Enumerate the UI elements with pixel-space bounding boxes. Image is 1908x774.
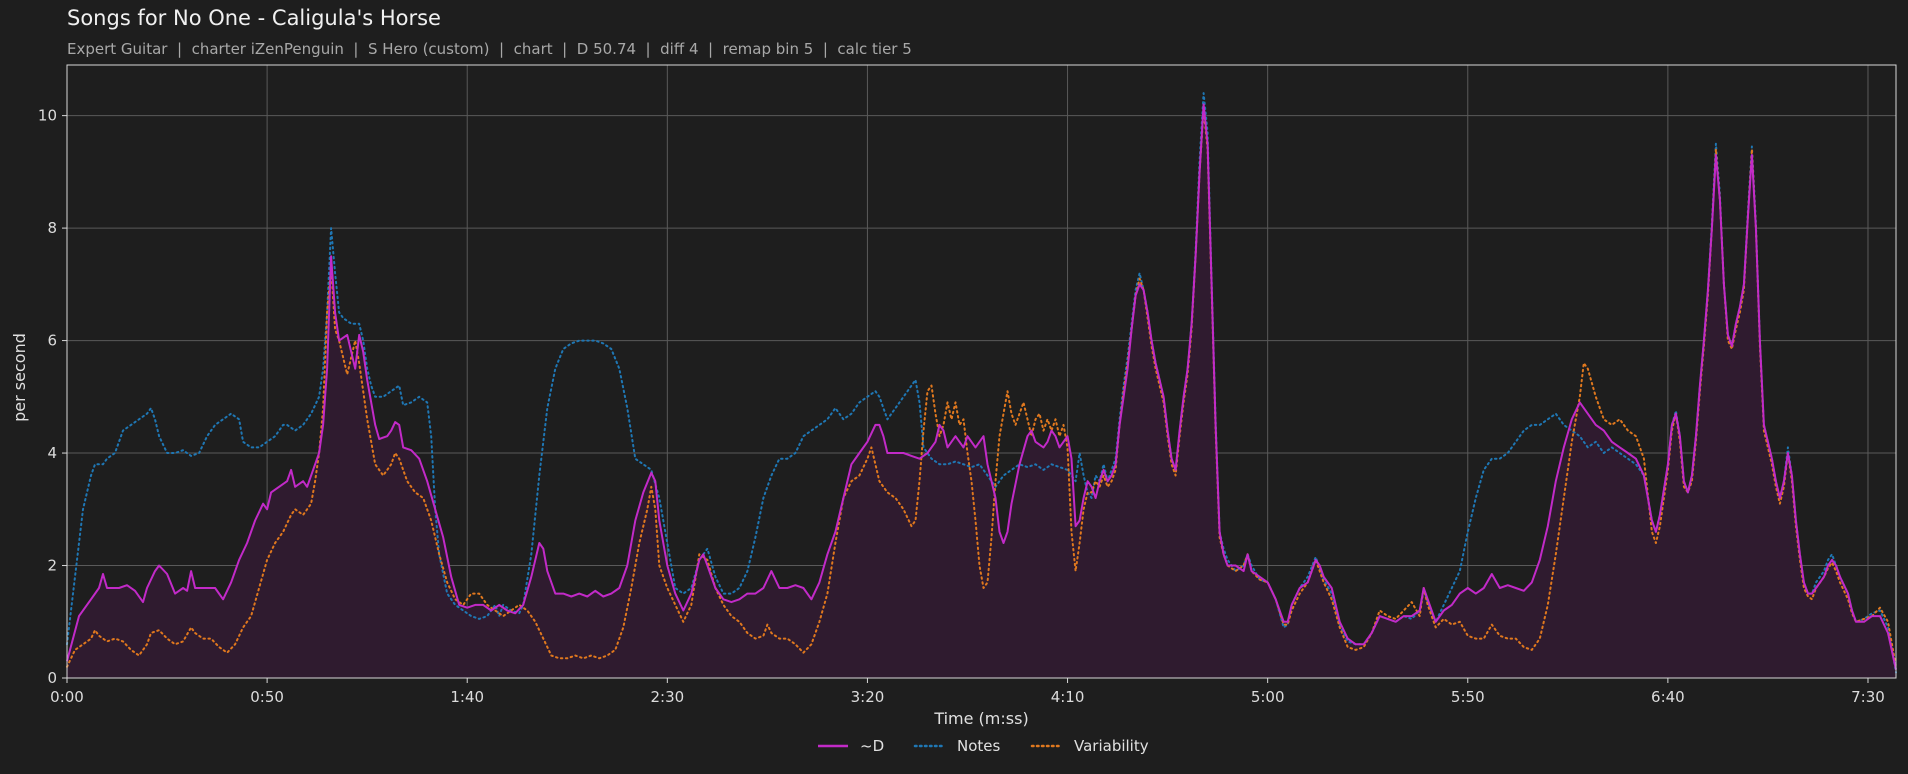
d-area-fill bbox=[67, 104, 1896, 678]
x-tick-label: 7:30 bbox=[1851, 688, 1885, 706]
series-line-variability bbox=[66, 109, 1897, 668]
x-tick-label: 6:40 bbox=[1651, 688, 1685, 706]
x-tick-label: 5:50 bbox=[1451, 688, 1485, 706]
x-tick-label: 2:30 bbox=[650, 688, 684, 706]
plot-frame bbox=[66, 64, 1897, 679]
y-tick-label: 0 bbox=[47, 669, 57, 687]
y-tick-label: 4 bbox=[47, 444, 57, 462]
x-axis: 0:00 0:50 1:40 2:30 3:20 4:10 5:00 5:50 6:40 7:30 bbox=[50, 678, 1885, 706]
x-tick-label: 5:00 bbox=[1251, 688, 1285, 706]
legend-label-d: ~D bbox=[860, 737, 884, 755]
legend-label-variability: Variability bbox=[1074, 737, 1149, 755]
y-axis: 0 2 4 6 8 10 bbox=[38, 107, 67, 687]
series-line-d bbox=[66, 103, 1897, 670]
y-axis-label: per second bbox=[10, 333, 29, 422]
x-axis-label: Time (m:ss) bbox=[933, 709, 1028, 728]
x-tick-label: 3:20 bbox=[851, 688, 885, 706]
y-tick-label: 2 bbox=[47, 557, 57, 575]
legend: ~D Notes Variability bbox=[818, 737, 1149, 755]
x-tick-label: 1:40 bbox=[450, 688, 484, 706]
x-tick-label: 0:50 bbox=[250, 688, 284, 706]
series-lines bbox=[66, 92, 1897, 674]
x-tick-label: 4:10 bbox=[1051, 688, 1085, 706]
y-tick-label: 8 bbox=[47, 219, 57, 237]
y-tick-label: 10 bbox=[38, 107, 57, 125]
chart-title: Songs for No One - Caligula's Horse bbox=[67, 6, 441, 30]
x-tick-label: 0:00 bbox=[50, 688, 84, 706]
chart-subtitle: Expert Guitar | charter iZenPenguin | S … bbox=[67, 40, 912, 58]
legend-label-notes: Notes bbox=[957, 737, 1001, 755]
y-tick-label: 6 bbox=[47, 332, 57, 350]
